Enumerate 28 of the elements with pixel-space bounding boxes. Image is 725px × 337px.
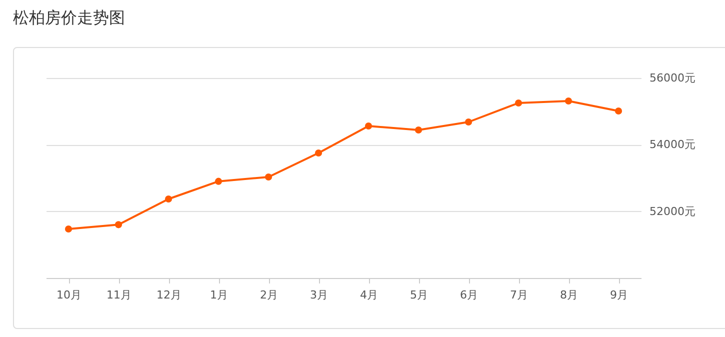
x-tick-label: 5月 (410, 288, 428, 302)
x-tick-label: 11月 (106, 288, 132, 302)
point (414, 126, 422, 134)
x-tick-label: 4月 (360, 288, 378, 302)
x-tick-label: 7月 (510, 288, 528, 302)
point (564, 97, 572, 105)
point (514, 99, 522, 107)
chart-title: 松柏房价走势图 (13, 8, 125, 29)
x-tick-label: 10月 (56, 288, 82, 302)
point (364, 122, 372, 130)
y-tick-label: 54000元 (650, 138, 696, 152)
y-tick-label: 52000元 (650, 204, 696, 218)
point (164, 195, 172, 203)
x-tick-label: 12月 (156, 288, 182, 302)
x-tick-label: 3月 (310, 288, 328, 302)
point (614, 107, 622, 115)
x-tick-label: 1月 (210, 288, 228, 302)
x-tick-label: 6月 (460, 288, 478, 302)
point (264, 173, 272, 181)
point (464, 118, 472, 126)
point (214, 178, 222, 185)
point (314, 149, 322, 157)
point (64, 225, 72, 233)
y-tick-label: 56000元 (650, 72, 696, 84)
point (114, 221, 122, 228)
x-tick-label: 9月 (610, 288, 628, 302)
x-tick-label: 8月 (560, 288, 578, 302)
x-tick-label: 2月 (260, 288, 278, 302)
